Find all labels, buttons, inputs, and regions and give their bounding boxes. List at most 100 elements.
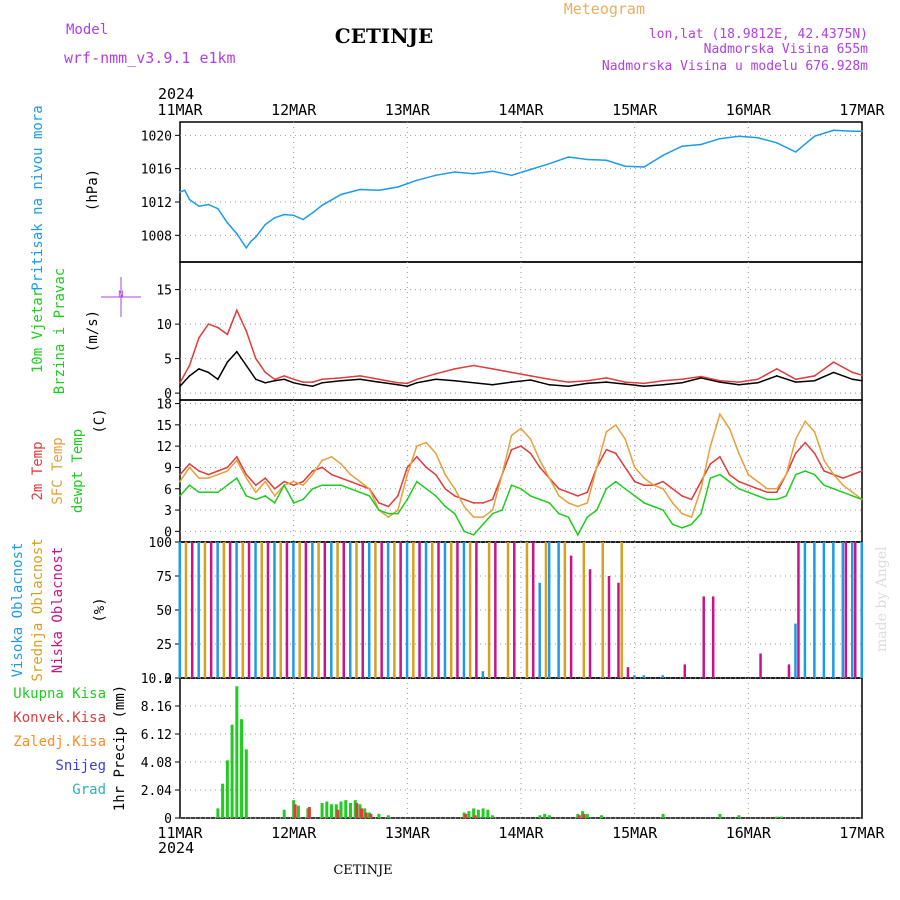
cloud_cover-bar xyxy=(386,542,390,678)
wind-series-1-point xyxy=(738,381,740,383)
pressure-ylabel: Pritisak na nivou mora xyxy=(30,105,46,290)
pressure-series-0-point xyxy=(207,203,210,206)
cloud_cover-bar xyxy=(601,542,605,678)
temperature-series-2-point xyxy=(586,516,589,518)
temperature-series-2-point xyxy=(558,512,560,515)
wind-ylabel-1: 10m Vjetar xyxy=(30,289,46,373)
precipitation-bar xyxy=(296,805,300,818)
temperature-series-2-point xyxy=(378,509,380,511)
precipitation-bar xyxy=(307,807,311,818)
wind-series-0-point xyxy=(434,378,437,381)
cloud_cover-bar xyxy=(683,664,687,678)
temperature-series-2-point xyxy=(690,523,693,526)
wind-series-1-point xyxy=(188,364,191,367)
top-date-label: 12MAR xyxy=(271,101,317,119)
cloud_cover-bar xyxy=(475,542,478,678)
precipitation-bar xyxy=(582,813,586,818)
wind-series-0-point xyxy=(254,378,257,381)
temperature-series-0-point xyxy=(794,452,797,455)
temperature-series-2-point xyxy=(823,484,825,487)
temperature-series-2-point xyxy=(501,509,503,511)
temp-ylabel: 2m Temp xyxy=(30,441,46,500)
meteogram-label: Meteogram xyxy=(564,0,645,18)
precipitation-bar xyxy=(240,719,244,818)
wind-series-1-point xyxy=(321,378,323,381)
temperature-series-0-point xyxy=(330,473,333,476)
precipitation-bar xyxy=(737,815,741,818)
temperature-series-1-point xyxy=(605,431,608,433)
cloud_cover-bar xyxy=(607,576,611,678)
temperature-series-0-point xyxy=(226,466,229,469)
wind-series-1-point xyxy=(397,381,399,384)
cloud_cover-bar xyxy=(279,542,282,678)
temperature-series-1-point xyxy=(681,512,683,515)
wind-series-1-point xyxy=(700,375,702,378)
temperature-series-0-point xyxy=(302,480,304,483)
cloud_cover-bar xyxy=(702,596,705,678)
temperature-series-0-point xyxy=(709,463,712,465)
temperature-series-1-point xyxy=(794,438,797,440)
cloud_cover-bar xyxy=(620,542,623,678)
cloud_cover-bar xyxy=(822,542,826,678)
temperature-ytick-label: 6 xyxy=(164,483,172,498)
cloud_cover-bar xyxy=(494,542,497,678)
cloud_cover-bar xyxy=(538,582,541,678)
bottom-date-label: 15MAR xyxy=(612,824,658,842)
temperature-series-1-point xyxy=(738,452,740,455)
temperature-series-2-point xyxy=(359,491,361,494)
pressure-series-0-point xyxy=(250,240,252,242)
wind-series-1-point xyxy=(757,378,759,381)
wind-ytick-label: 5 xyxy=(164,353,172,368)
temperature-series-1-point xyxy=(539,459,541,462)
temperature-series-1-point xyxy=(453,487,456,490)
cloud-ylabel: Niska Oblacnost xyxy=(50,547,66,673)
precipitation-bar xyxy=(282,809,286,818)
pressure-ytick-label: 1020 xyxy=(141,129,172,144)
pressure-series-0-point xyxy=(681,145,683,147)
pressure-series-0-point xyxy=(254,236,257,238)
top-date-label: 13MAR xyxy=(385,101,431,119)
station-title: CETINJE xyxy=(335,24,433,48)
cloud_cover-bar xyxy=(547,542,551,678)
wind-series-0-point xyxy=(700,377,702,379)
temperature-series-1-point xyxy=(832,473,835,476)
precipitation-bar xyxy=(543,813,547,818)
temp-ylabel: dewpt Temp xyxy=(70,429,86,513)
temperature-series-1-point xyxy=(577,505,579,508)
bottom-date-label: 14MAR xyxy=(498,824,544,842)
wind-series-1-point xyxy=(719,379,721,382)
precipitation-bar xyxy=(216,808,220,818)
cloud_cover-bar xyxy=(563,542,567,678)
cloud_cover-bar xyxy=(235,542,238,678)
precipitation-bar xyxy=(339,801,343,818)
pressure-series-0-point xyxy=(321,204,323,207)
bottom-date-label: 16MAR xyxy=(726,824,772,842)
cloud_cover-bar xyxy=(349,542,352,678)
cloud_cover-bar xyxy=(506,542,510,678)
cloud_cover-bar xyxy=(304,542,308,678)
cloud_cover-bar xyxy=(797,542,800,678)
precipitation-bar xyxy=(464,813,468,818)
wind-series-1-point xyxy=(273,378,276,381)
precipitation-bar xyxy=(577,815,581,818)
temperature-series-0-point xyxy=(529,452,532,455)
pressure-series-0-point xyxy=(273,217,276,219)
wind-ylabel-2: Brzina i Pravac xyxy=(52,268,68,394)
temperature-series-2-point xyxy=(539,498,541,501)
wind-series-0-point xyxy=(397,384,399,386)
wind-series-0-point xyxy=(662,384,664,386)
temperature-series-2-point xyxy=(861,498,863,501)
precipitation-bar xyxy=(538,815,542,818)
temperature-series-1-point xyxy=(719,413,721,416)
temperature-series-2-point xyxy=(302,498,304,501)
wind-series-1-point xyxy=(179,381,181,384)
pressure-series-0-point xyxy=(217,207,219,210)
wind-series-0-point xyxy=(406,385,409,388)
cloud_cover-bar xyxy=(266,542,270,678)
temperature-series-2-point xyxy=(434,495,437,497)
wind-series-0-line xyxy=(179,350,863,387)
wind-series-1-point xyxy=(567,381,570,383)
pressure-series-0-point xyxy=(738,135,740,137)
cloud_cover-ytick-label: 50 xyxy=(156,604,172,619)
